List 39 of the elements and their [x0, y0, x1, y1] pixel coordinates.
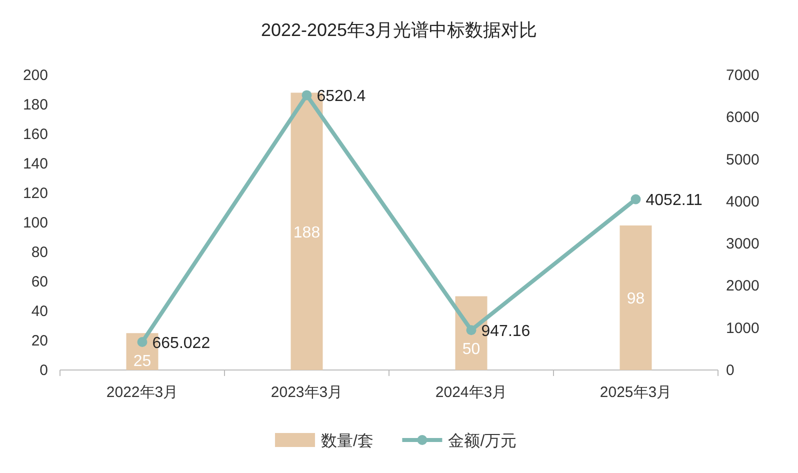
x-tick-label: 2024年3月	[435, 384, 508, 401]
y2-tick-label: 2000	[726, 278, 760, 295]
y-tick-label: 80	[31, 244, 48, 261]
data-label: 947.16	[481, 323, 530, 340]
y-tick-label: 0	[40, 362, 48, 379]
chart-title: 2022-2025年3月光谱中标数据对比	[260, 20, 538, 40]
legend-label: 数量/套	[321, 433, 374, 450]
y-tick-label: 40	[31, 303, 48, 320]
x-tick-label: 2025年3月	[600, 384, 672, 401]
data-label: 6520.4	[316, 88, 366, 106]
x-tick-label: 2023年3月	[270, 384, 343, 401]
y-tick-label: 180	[22, 96, 48, 114]
data-label: 50	[462, 341, 480, 358]
y2-tick-label: 1000	[726, 320, 760, 337]
legend-label: 金额/万元	[448, 432, 517, 450]
bar	[620, 225, 652, 370]
data-label: 4052.11	[646, 192, 702, 210]
y-tick-label: 60	[31, 274, 48, 290]
data-label: 25	[133, 352, 152, 370]
y2-tick-label: 6000	[726, 109, 760, 126]
point	[137, 336, 148, 347]
point	[630, 194, 641, 204]
y-tick-label: 160	[22, 126, 48, 143]
data-label: 188	[293, 224, 320, 242]
x-tick-label: 2022年3月	[106, 384, 178, 401]
y-tick-label: 20	[31, 332, 48, 350]
y2-tick-label: 7000	[726, 67, 760, 84]
y2-tick-label: 3000	[726, 236, 760, 253]
point	[466, 325, 476, 336]
y-tick-label: 100	[22, 214, 48, 232]
y2-tick-label: 0	[726, 362, 734, 379]
point	[302, 90, 312, 100]
y-tick-label: 200	[22, 67, 48, 84]
data-label: 665.022	[152, 334, 210, 352]
y2-tick-label: 5000	[726, 151, 760, 168]
y-tick-label: 140	[22, 156, 48, 172]
y2-tick-label: 4000	[726, 193, 760, 210]
data-label: 98	[626, 290, 645, 308]
y-tick-label: 120	[22, 185, 48, 202]
